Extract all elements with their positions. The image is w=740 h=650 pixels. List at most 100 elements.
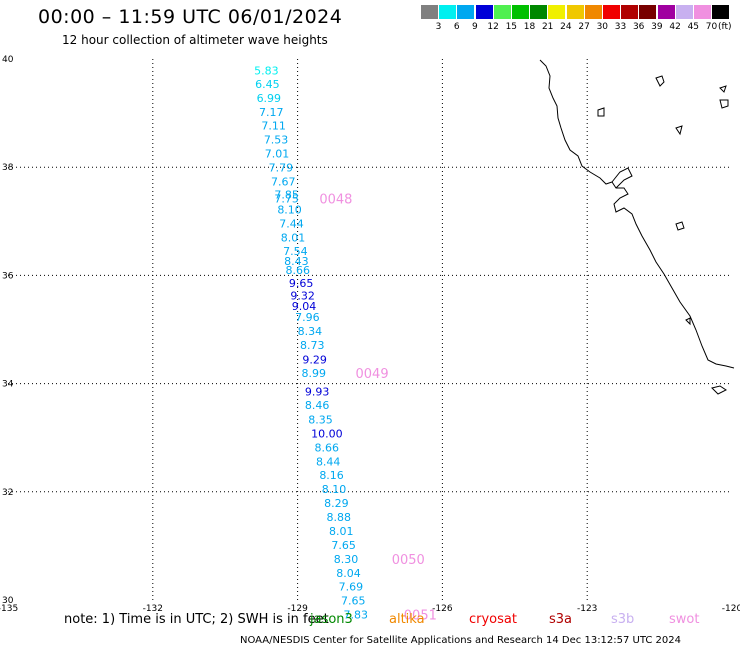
wave-height-label: 7.75 — [274, 193, 299, 206]
y-tick-label: 40 — [2, 55, 14, 65]
satellite-name-altika: altika — [389, 612, 425, 627]
wave-height-label: 8.30 — [334, 553, 359, 566]
wave-height-label: 7.54 — [283, 245, 308, 258]
legend-unit: (ft) — [718, 22, 732, 32]
legend-swatch — [675, 5, 693, 19]
legend-swatch — [457, 5, 475, 19]
legend-label: 18 — [523, 22, 536, 32]
legend-label: 27 — [578, 22, 590, 32]
wave-height-label: 7.11 — [261, 120, 286, 133]
legend-label: 3 — [435, 22, 442, 32]
x-tick-label: -132 — [143, 604, 163, 614]
x-tick-label: -129 — [287, 604, 308, 614]
x-axis-ticks: -135 -132 -129 -126 -123 -120 — [0, 604, 740, 614]
wave-height-label: 7.53 — [264, 134, 289, 147]
wave-height-label: 8.35 — [308, 413, 333, 426]
legend-label: 12 — [487, 22, 499, 32]
legend-label: 36 — [632, 22, 645, 32]
wave-height-label: 7.17 — [259, 106, 284, 119]
wave-height-label: 9.65 — [289, 277, 314, 290]
wave-height-label: 8.01 — [329, 525, 354, 538]
legend-label: 42 — [669, 22, 681, 32]
wave-height-label: 8.88 — [327, 511, 352, 524]
legend-label: 21 — [541, 22, 554, 32]
wave-height-label: 6.99 — [257, 92, 282, 105]
wave-height-label: 7.44 — [279, 217, 304, 230]
legend-swatch — [584, 5, 602, 19]
wave-height-label: 6.45 — [255, 78, 280, 91]
wave-height-label: 7.65 — [341, 595, 366, 608]
wave-height-label: 9.29 — [302, 353, 327, 366]
wave-height-label: 8.34 — [298, 325, 323, 338]
lake-1 — [655, 75, 665, 87]
legend-label: 30 — [596, 22, 609, 32]
legend-label: 6 — [453, 22, 460, 32]
footer-credit: NOAA/NESDIS Center for Satellite Applica… — [240, 635, 682, 646]
wave-height-label: 7.96 — [295, 311, 320, 324]
legend-label: 33 — [614, 22, 627, 32]
legend-swatch — [566, 5, 584, 19]
wave-height-label: 8.04 — [336, 567, 361, 580]
wave-height-label: 8.66 — [286, 264, 311, 277]
wave-height-label: 9.32 — [290, 289, 315, 302]
legend-swatch — [548, 5, 566, 19]
wave-height-label: 10.00 — [311, 427, 343, 440]
legend-label: 24 — [560, 22, 572, 32]
wave-height-label: 7.67 — [271, 175, 296, 188]
legend-swatch — [530, 5, 548, 19]
map-grid — [8, 59, 732, 600]
wave-height-label: 7.85 — [274, 188, 299, 201]
x-tick-label: -120 — [722, 604, 740, 614]
island-1 — [711, 385, 727, 395]
legend-swatch — [475, 5, 493, 19]
y-tick-label: 36 — [2, 271, 14, 281]
legend-label: 70 — [705, 22, 718, 32]
bay-inlet — [611, 167, 633, 189]
legend-swatch — [603, 5, 620, 19]
y-tick-label: 34 — [2, 380, 14, 390]
altimeter-track: 5.836.456.997.177.117.537.017.797.677.85… — [254, 64, 368, 621]
coastline — [539, 59, 735, 395]
legend-label: 39 — [651, 22, 663, 32]
legend-label: 9 — [472, 22, 478, 32]
note-text: note: 1) Time is in UTC; 2) SWH is in fe… — [64, 612, 329, 627]
wave-height-label: 8.10 — [322, 483, 347, 496]
pass-time-label: 0048 — [319, 193, 352, 208]
satellite-name-s3b: s3b — [611, 612, 635, 627]
wave-height-label: 8.29 — [324, 497, 349, 510]
satellite-name-jason3: jason3 — [310, 612, 353, 627]
wave-height-label: 8.73 — [300, 339, 325, 352]
pass-time-labels: 0048 0049 0050 0051 — [319, 193, 437, 624]
y-tick-label: 38 — [2, 163, 14, 173]
x-tick-label: -135 — [0, 604, 18, 614]
color-legend: (ft) 3 6 9 12 15 18 21 24 27 30 33 36 39 42 45 70 — [421, 5, 736, 35]
legend-swatch — [493, 5, 511, 19]
wave-height-label: 8.10 — [277, 203, 302, 216]
wave-height-label: 7.83 — [343, 609, 368, 622]
island-2 — [685, 317, 691, 326]
legend-swatch — [657, 5, 675, 19]
pass-time-label: 0050 — [392, 553, 425, 568]
x-tick-label: -123 — [577, 604, 597, 614]
wave-height-label: 7.01 — [265, 148, 290, 161]
legend-label: 45 — [687, 22, 700, 32]
legend-swatch — [694, 5, 711, 19]
satellite-legend: jason3 altika cryosat s3a s3b swot — [0, 612, 740, 630]
wave-height-label: 7.69 — [339, 580, 364, 593]
y-axis-ticks: 40 38 36 34 32 30 — [2, 55, 14, 606]
lake-4 — [675, 125, 683, 136]
wave-height-label: 8.46 — [305, 399, 330, 412]
legend-swatch — [439, 5, 457, 19]
lake-2 — [719, 85, 727, 93]
pass-time-label: 0049 — [356, 367, 389, 382]
legend-swatch — [512, 5, 529, 19]
satellite-name-s3a: s3a — [549, 612, 573, 627]
wave-height-label: 8.66 — [314, 441, 339, 454]
wave-height-label: 7.79 — [269, 162, 294, 175]
legend-swatch — [621, 5, 639, 19]
wave-height-label: 8.01 — [281, 232, 306, 245]
satellite-name-cryosat: cryosat — [469, 612, 517, 627]
wave-height-label: 8.16 — [319, 469, 344, 482]
pass-time-label: 0051 — [404, 609, 437, 624]
page-subtitle: 12 hour collection of altimeter wave hei… — [62, 33, 328, 47]
